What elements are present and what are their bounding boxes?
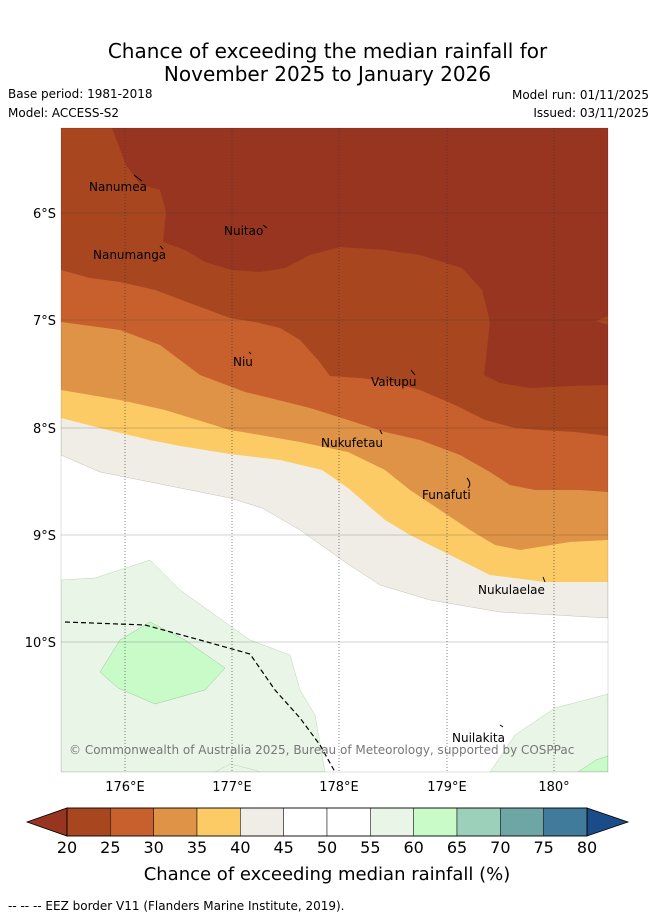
lat-tick-6s: 6°S	[33, 207, 56, 222]
island-nuitao	[262, 224, 268, 229]
colorbar-cell	[413, 807, 458, 837]
lon-tick-180: 180°	[538, 780, 569, 795]
lon-tick-178e: 178°E	[319, 780, 359, 795]
place-label-nukulaelae: Nukulaelae	[478, 583, 545, 597]
colorbar-tick-label: 30	[143, 838, 163, 857]
colorbar-tick-label: 70	[490, 838, 510, 857]
colorbar-cell	[370, 807, 414, 837]
island-funafuti	[466, 477, 471, 489]
colorbar-over-arrow	[586, 807, 630, 837]
island-nuilakita	[499, 724, 504, 728]
place-label-nuitao: Nuitao	[224, 224, 263, 238]
colorbar-tick-label: 45	[273, 838, 293, 857]
colorbar-tick-label: 25	[100, 838, 120, 857]
colorbar-tick-label: 35	[187, 838, 207, 857]
band-60-65	[99, 621, 226, 705]
base-period-label: Base period: 1981-2018	[8, 87, 153, 101]
colorbar-tick-label: 65	[447, 838, 467, 857]
place-label-vaitupu: Vaitupu	[371, 375, 417, 389]
eez-border-line	[64, 621, 336, 772]
lon-tick-177e: 177°E	[212, 780, 252, 795]
colorbar-frame	[66, 807, 588, 837]
title-line-1: Chance of exceeding the median rainfall …	[107, 39, 548, 63]
map-frame	[60, 127, 609, 773]
island-niu	[248, 351, 252, 355]
colorbar: 20 25 30 35 40 45 50 55 60 65 70 75 80 Chance of exc…	[25, 807, 630, 885]
colorbar-cell	[500, 807, 544, 837]
band-55-60-south	[214, 763, 261, 772]
colorbar-label: Chance of exceeding median rainfall (%)	[144, 864, 511, 885]
graticule-meridians	[124, 128, 555, 772]
colorbar-tick-label: 80	[577, 838, 597, 857]
island-nukulaelae	[542, 576, 546, 583]
colorbar-cell	[196, 807, 241, 837]
place-label-nukufetau: Nukufetau	[321, 436, 383, 450]
map-area: Nanumea Nuitao Nanumanga Niu Vaitupu Nuk…	[61, 128, 608, 772]
colorbar-tick-label: 60	[403, 838, 423, 857]
band-60-65-east	[577, 755, 608, 772]
lat-tick-9s: 9°S	[33, 529, 56, 544]
lat-tick-7s: 7°S	[33, 314, 56, 329]
colorbar-cell	[543, 807, 588, 837]
band-below-25	[112, 128, 608, 388]
place-label-nuilakita: Nuilakita	[452, 731, 505, 745]
graticule-parallels	[61, 212, 608, 643]
place-label-funafuti: Funafuti	[422, 488, 471, 502]
lat-tick-10s: 10°S	[25, 636, 56, 651]
colorbar-cell	[240, 807, 284, 837]
lat-tick-8s: 8°S	[33, 422, 56, 437]
island-nanumanga	[159, 245, 164, 250]
island-nanumea	[133, 174, 143, 182]
colorbar-cell	[283, 807, 328, 837]
model-label: Model: ACCESS-S2	[8, 106, 120, 120]
chart-title: Chance of exceeding the median rainfall …	[0, 40, 655, 86]
lon-tick-176e: 176°E	[105, 780, 145, 795]
title-line-2: November 2025 to January 2026	[163, 62, 492, 86]
colorbar-cell	[326, 807, 371, 837]
island-vaitupu	[410, 369, 416, 376]
colorbar-cell	[456, 807, 501, 837]
place-label-nanumanga: Nanumanga	[93, 248, 166, 262]
place-label-niu: Niu	[233, 355, 253, 369]
island-outlines	[133, 174, 546, 728]
band-55-60-east	[489, 693, 608, 772]
credit-text: © Commonwealth of Australia 2025, Bureau…	[69, 743, 574, 757]
colorbar-cell	[66, 807, 111, 837]
model-run-label: Model run: 01/11/2025	[511, 88, 649, 102]
issued-label: Issued: 03/11/2025	[533, 106, 649, 120]
colorbar-cell	[110, 807, 154, 837]
colorbar-tick-label: 20	[57, 838, 77, 857]
colorbar-tick-label: 40	[230, 838, 250, 857]
colorbar-under-arrow	[25, 807, 68, 837]
island-nukufetau	[379, 429, 383, 435]
place-label-nanumea: Nanumea	[89, 180, 147, 194]
colorbar-tick-label: 75	[533, 838, 553, 857]
colorbar-tick-label: 55	[360, 838, 380, 857]
colorbar-tick-label: 50	[317, 838, 337, 857]
eez-border-legend: -- -- -- EEZ border V11 (Flanders Marine…	[8, 899, 345, 913]
lon-tick-179e: 179°E	[427, 780, 467, 795]
colorbar-cell	[153, 807, 198, 837]
